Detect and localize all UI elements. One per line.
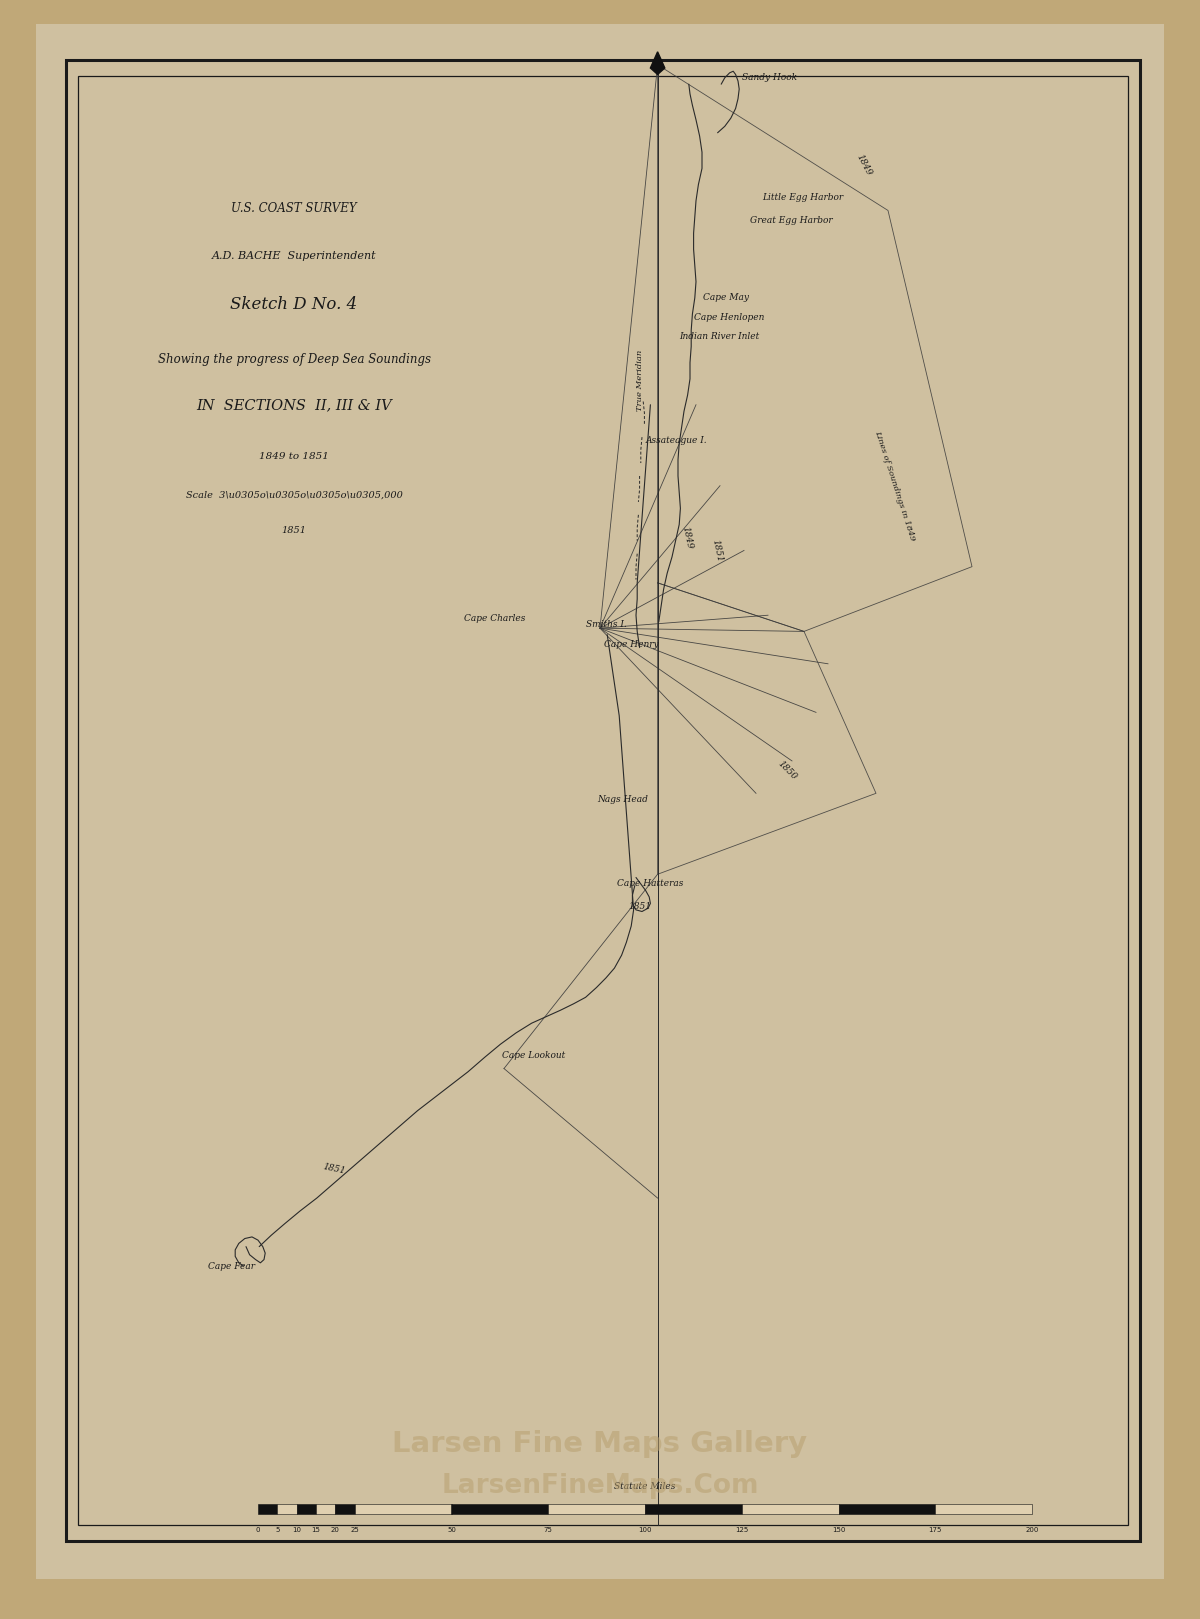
- Text: Little Egg Harbor: Little Egg Harbor: [762, 193, 844, 202]
- Text: 75: 75: [544, 1527, 553, 1533]
- Text: 1851: 1851: [629, 902, 652, 911]
- Text: 125: 125: [736, 1527, 749, 1533]
- Text: Cape Hatteras: Cape Hatteras: [617, 879, 683, 889]
- Bar: [277, 1504, 296, 1514]
- Text: 20: 20: [331, 1527, 340, 1533]
- Bar: [66, 60, 1140, 1541]
- Text: Sketch D No. 4: Sketch D No. 4: [230, 296, 358, 314]
- Text: Smiths I.: Smiths I.: [586, 620, 626, 630]
- Bar: [336, 1504, 355, 1514]
- Text: Indian River Inlet: Indian River Inlet: [679, 332, 760, 342]
- Bar: [646, 1504, 742, 1514]
- Text: 1850: 1850: [776, 759, 799, 782]
- Bar: [78, 76, 1128, 1525]
- Text: Assateague I.: Assateague I.: [646, 436, 707, 445]
- Text: 200: 200: [1025, 1527, 1039, 1533]
- Text: 1851: 1851: [322, 1162, 346, 1175]
- Text: 50: 50: [448, 1527, 456, 1533]
- Text: 100: 100: [638, 1527, 652, 1533]
- Text: Statute Miles: Statute Miles: [614, 1481, 676, 1491]
- Bar: [451, 1504, 548, 1514]
- Text: Sandy Hook: Sandy Hook: [742, 73, 797, 83]
- Bar: [839, 1504, 935, 1514]
- Text: True Meridian: True Meridian: [636, 350, 643, 411]
- Text: Scale  3\u0305o\u0305o\u0305o\u0305,000: Scale 3\u0305o\u0305o\u0305o\u0305,000: [186, 491, 402, 500]
- Text: Cape Lookout: Cape Lookout: [502, 1051, 565, 1060]
- Text: Cape Henlopen: Cape Henlopen: [694, 312, 764, 322]
- Text: Great Egg Harbor: Great Egg Harbor: [750, 215, 833, 225]
- Text: IN  SECTIONS  II, III & IV: IN SECTIONS II, III & IV: [196, 398, 392, 413]
- Text: 5: 5: [275, 1527, 280, 1533]
- Text: Nags Head: Nags Head: [598, 795, 648, 805]
- Text: Cape May: Cape May: [703, 293, 749, 303]
- Polygon shape: [650, 52, 665, 74]
- Text: 150: 150: [832, 1527, 845, 1533]
- Text: LarsenFineMaps.Com: LarsenFineMaps.Com: [442, 1473, 758, 1499]
- Text: Showing the progress of Deep Sea Soundings: Showing the progress of Deep Sea Soundin…: [157, 353, 431, 366]
- Text: 175: 175: [929, 1527, 942, 1533]
- Text: Larsen Fine Maps Gallery: Larsen Fine Maps Gallery: [392, 1430, 808, 1459]
- Text: 1849 to 1851: 1849 to 1851: [259, 452, 329, 461]
- Text: Cape Fear: Cape Fear: [208, 1261, 254, 1271]
- Bar: [316, 1504, 335, 1514]
- Text: Cape Henry: Cape Henry: [604, 640, 659, 649]
- Text: 1851: 1851: [282, 526, 306, 536]
- Bar: [355, 1504, 451, 1514]
- Bar: [258, 1504, 277, 1514]
- Bar: [548, 1504, 646, 1514]
- Bar: [935, 1504, 1032, 1514]
- Text: 10: 10: [293, 1527, 301, 1533]
- Text: Lines of Soundings in 1849: Lines of Soundings in 1849: [874, 429, 917, 542]
- Text: A.D. BACHE  Superintendent: A.D. BACHE Superintendent: [211, 251, 377, 261]
- Bar: [742, 1504, 839, 1514]
- Text: 1851: 1851: [710, 538, 724, 563]
- Text: 15: 15: [312, 1527, 320, 1533]
- Text: 1849: 1849: [680, 525, 694, 550]
- Text: 25: 25: [350, 1527, 359, 1533]
- Text: U.S. COAST SURVEY: U.S. COAST SURVEY: [232, 202, 356, 215]
- Bar: [296, 1504, 316, 1514]
- Text: 1849: 1849: [854, 152, 874, 178]
- Text: Cape Charles: Cape Charles: [464, 614, 526, 623]
- Text: 0: 0: [256, 1527, 260, 1533]
